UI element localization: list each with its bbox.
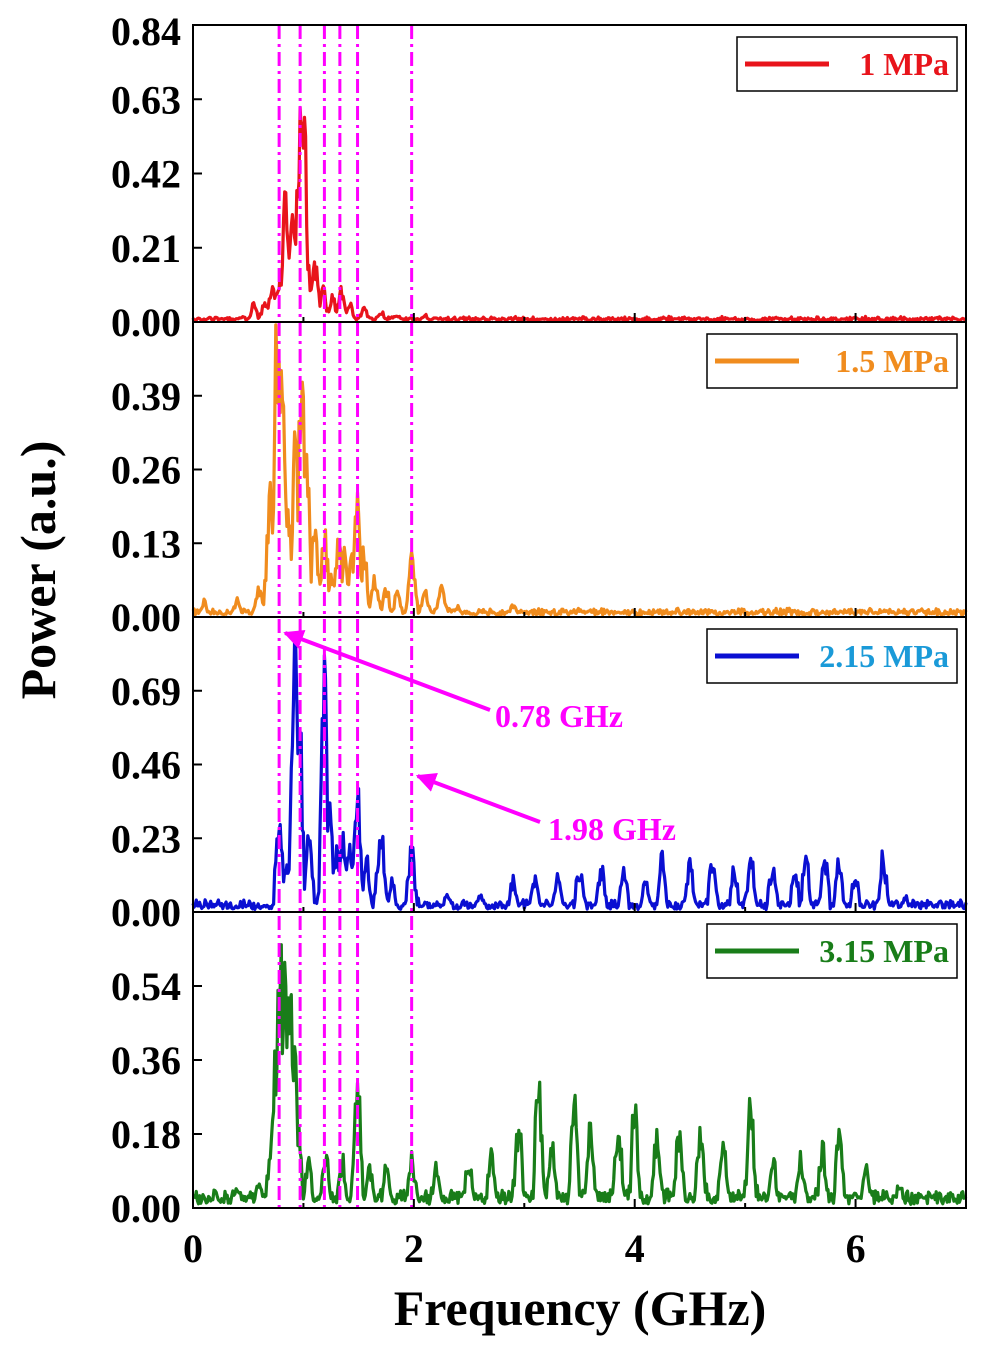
x-tick-label: 6 <box>846 1226 866 1271</box>
legend-label: 3.15 MPa <box>819 933 949 969</box>
y-tick-label: 0.54 <box>111 964 181 1009</box>
y-tick-label: 0.18 <box>111 1112 181 1157</box>
y-tick-label: 0.13 <box>111 521 181 566</box>
annotation-label: 0.78 GHz <box>495 698 623 734</box>
annotation-arrow <box>415 772 541 824</box>
y-tick-label: 0.00 <box>111 1186 181 1231</box>
x-axis-title: Frequency (GHz) <box>394 1280 767 1336</box>
y-tick-label: 0.23 <box>111 816 181 861</box>
y-tick-label: 0.00 <box>111 300 181 345</box>
y-tick-label: 0.26 <box>111 448 181 493</box>
x-ticks-layer: 0 2 4 6 <box>183 1226 866 1271</box>
y-axis-title: Power (a.u.) <box>10 441 66 700</box>
legend-label: 1 MPa <box>859 46 949 82</box>
y-tick-label: 0.69 <box>111 669 181 714</box>
y-tick-label: 0.00 <box>111 595 181 640</box>
annotation-label: 1.98 GHz <box>548 811 676 847</box>
x-tick-label: 0 <box>183 1226 203 1271</box>
series-line-3 <box>191 637 968 912</box>
legend-1: 1 MPa <box>736 36 958 92</box>
y-tick-label: 0.00 <box>111 890 181 935</box>
legend-label: 1.5 MPa <box>835 343 949 379</box>
marker-lines-layer <box>277 25 414 1208</box>
y-tick-label: 0.46 <box>111 743 181 788</box>
y-tick-label: 0.36 <box>111 1038 181 1083</box>
y-tick-label: 0.21 <box>111 226 181 271</box>
x-tick-label: 4 <box>625 1226 645 1271</box>
series-line-2 <box>191 323 968 617</box>
y-tick-label: 0.63 <box>111 77 181 122</box>
series-line-4 <box>192 943 968 1206</box>
y-tick-label: 0.84 <box>111 9 181 54</box>
legend-3: 2.15 MPa <box>706 628 958 684</box>
series-line-1 <box>191 105 968 323</box>
panels-layer <box>191 105 968 1206</box>
legends-layer: 1 MPa 1.5 MPa 2.15 MPa 3.15 MPa <box>706 36 958 979</box>
y-tick-label: 0.42 <box>111 152 181 197</box>
x-tick-label: 2 <box>404 1226 424 1271</box>
annotation-arrow <box>283 629 491 712</box>
legend-2: 1.5 MPa <box>706 333 958 389</box>
legend-4: 3.15 MPa <box>706 923 958 979</box>
frame-layer: 0.00 0.21 0.42 0.63 0.84 0.00 0.13 0.26 0.39 0.00… <box>111 9 967 1231</box>
annotations-layer: 0.78 GHz 1.98 GHz <box>283 629 676 847</box>
legend-label: 2.15 MPa <box>819 638 949 674</box>
y-tick-label: 0.39 <box>111 374 181 419</box>
